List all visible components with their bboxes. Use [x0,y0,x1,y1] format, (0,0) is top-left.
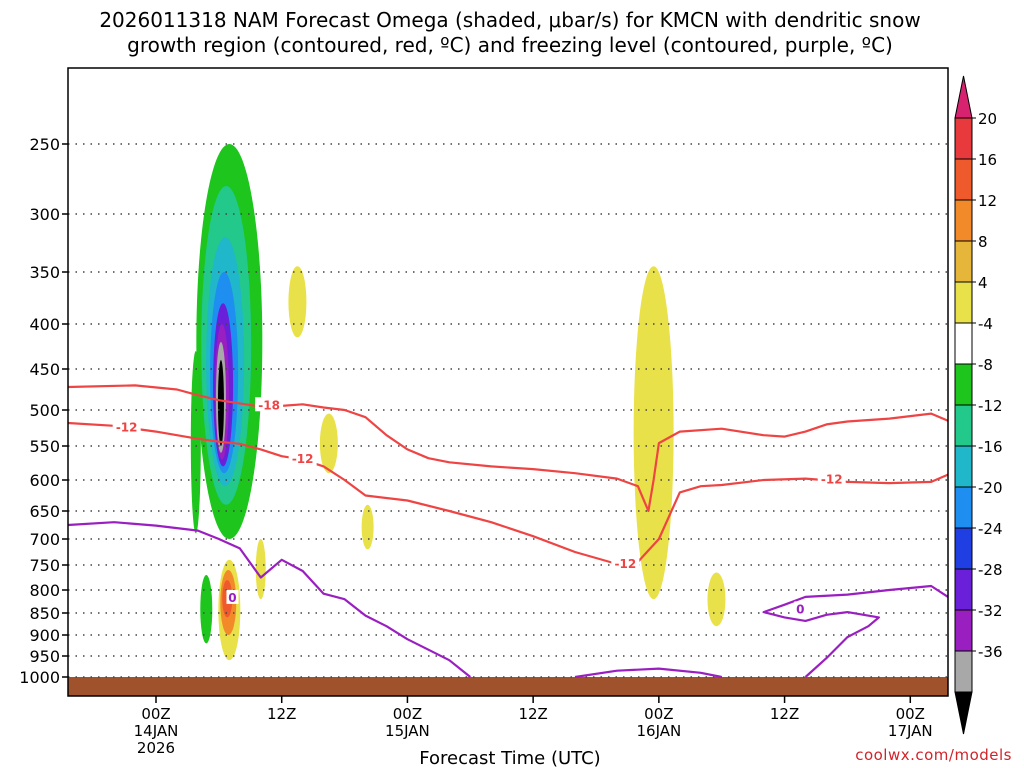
colorbar-segment-5 [954,281,973,324]
colorbar-bottom-arrow [954,691,973,735]
colorbar-segment-8 [954,404,973,447]
ytick-label-700: 700 [29,530,60,549]
colorbar-label-7: -12 [978,397,1003,415]
contour-label-3: -12 [614,557,636,571]
ytick-label-550: 550 [29,437,60,456]
chart-title-line1: 2026011318 NAM Forecast Omega (shaded, μ… [99,8,920,32]
ytick-label-1000: 1000 [19,668,60,687]
colorbar-label-8: -16 [978,438,1003,456]
omega-shade-black [217,360,224,446]
terrain-fill [68,677,948,696]
colorbar-segment-3 [954,199,973,242]
colorbar-segment-9 [954,445,973,488]
colorbar-label-10: -24 [978,520,1003,538]
xtick-label-6-1: 17JAN [888,722,933,740]
ytick-label-400: 400 [29,315,60,334]
contour-label-4: -12 [821,473,843,487]
ytick-label-650: 650 [29,502,60,521]
chart-title-line2: growth region (contoured, red, ºC) and f… [127,33,893,57]
contour-label-bg-3 [611,555,640,570]
contour-label-bg-4 [817,471,846,486]
ytick-label-350: 350 [29,263,60,282]
contour-label-6: 0 [796,602,804,616]
contour-dgz-upper [67,384,949,513]
plot-frame [67,67,949,697]
contour-label-bg-5 [226,589,239,604]
contour-label-bg-2 [288,451,317,466]
ytick-label-900: 900 [29,626,60,645]
xtick-label-4-1: 16JAN [636,722,681,740]
xtick-label-3-0: 12Z [518,705,547,723]
xtick-label-1-0: 12Z [267,705,296,723]
xtick-label-4-0: 00Z [644,705,673,723]
ytick-label-450: 450 [29,360,60,379]
ytick-label-850: 850 [29,604,60,623]
colorbar-segment-4 [954,240,973,283]
ytick-label-500: 500 [29,401,60,420]
omega-shade-left-band [190,351,201,534]
contour-freezing-level-right [762,584,949,678]
omega-shade-pocket-750 [255,539,266,600]
colorbar-label-4: 4 [978,274,988,292]
x-axis-label: Forecast Time (UTC) [419,748,600,768]
omega-shade-subsidence-column-16jan [633,266,674,600]
colorbar-label-0: 20 [978,110,997,128]
colorbar-segment-14 [954,650,973,693]
colorbar-label-1: 16 [978,151,997,169]
colorbar-label-11: -28 [978,561,1003,579]
colorbar-segment-11 [954,527,973,570]
contour-label-0: -18 [258,398,280,412]
contour-freezing-level-pocket [574,667,722,679]
colorbar-label-9: -20 [978,479,1003,497]
colorbar-segment-1 [954,117,973,160]
colorbar-label-13: -36 [978,643,1003,661]
omega-shade-pocket-700 [361,504,374,550]
xtick-label-2-1: 15JAN [385,722,430,740]
xtick-label-6-0: 00Z [896,705,925,723]
contour-label-bg-1 [112,419,141,434]
colorbar-segment-10 [954,486,973,529]
contour-label-bg-0 [255,397,284,412]
xtick-label-5-0: 12Z [770,705,799,723]
contour-label-1: -12 [116,421,138,435]
colorbar-label-2: 12 [978,192,997,210]
colorbar-label-3: 8 [978,233,988,251]
colorbar-segment-7 [954,363,973,406]
colorbar-label-6: -8 [978,356,993,374]
omega-shade-sink-green [200,575,213,644]
xtick-label-0-2: 2026 [137,739,175,757]
omega-shade-subsidence-pocket-3 [707,572,726,627]
contour-label-bg-6 [794,601,807,616]
ytick-label-250: 250 [29,135,60,154]
colorbar-label-12: -32 [978,602,1003,620]
omega-shade-subsidence-pocket-1 [288,266,307,338]
colorbar-segment-13 [954,609,973,652]
ytick-label-600: 600 [29,471,60,490]
contour-freezing-level [67,521,471,678]
plot-area: -18 -12 -12 -12 -12 0 0 [67,143,949,696]
colorbar: 20 16 12 8 4 -4 -8 -12 -16 -20 -24 -28 -32 -36 [954,75,1003,735]
credit-text: coolwx.com/models [855,746,1012,764]
ytick-label-950: 950 [29,647,60,666]
contour-label-5: 0 [228,591,236,605]
axes: 250 300 350 400 450 500 550 600 650 700 750 800 850 9… [19,67,949,757]
omega-shade-subsidence-pocket-2 [319,413,338,474]
ytick-label-300: 300 [29,205,60,224]
contour-dgz-lower [67,421,949,566]
ytick-label-800: 800 [29,581,60,600]
colorbar-top-arrow [954,75,973,119]
colorbar-segment-12 [954,568,973,611]
xtick-label-0-1: 14JAN [134,722,179,740]
colorbar-segment-6 [954,322,973,365]
xtick-label-2-0: 00Z [393,705,422,723]
contour-label-2: -12 [292,452,314,466]
xtick-label-0-0: 00Z [141,705,170,723]
colorbar-label-5: -4 [978,315,993,333]
colorbar-segment-2 [954,158,973,201]
ytick-label-750: 750 [29,556,60,575]
